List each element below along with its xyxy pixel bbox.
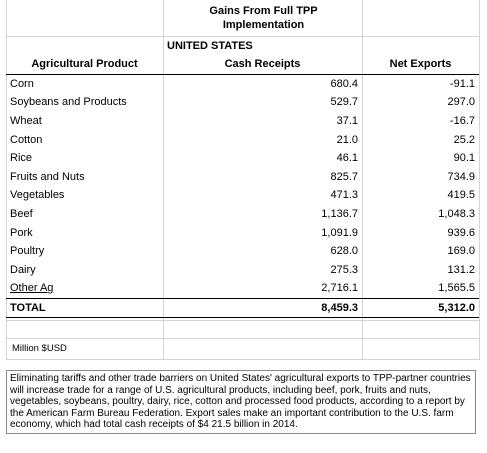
net-cell: 169.0 — [447, 245, 475, 258]
grid-line — [6, 320, 479, 321]
product-cell: Other Ag — [10, 282, 54, 295]
table-row: Vegetables 471.3 419.5 — [6, 186, 479, 205]
product-cell: Pork — [10, 226, 33, 239]
cash-cell: 37.1 — [336, 115, 358, 128]
grid-line — [163, 0, 164, 360]
table-row: Fruits and Nuts 825.7 734.9 — [6, 168, 479, 187]
header-row: Agricultural Product Cash Receipts Net E… — [6, 55, 479, 75]
column-header-cash: Cash Receipts — [163, 55, 362, 75]
grid-line — [6, 0, 7, 360]
region-label: UNITED STATES — [167, 40, 253, 52]
title-line-1: Gains From Full TPP — [209, 5, 318, 17]
net-cell: -16.7 — [449, 115, 475, 128]
table-row: Cotton 21.0 25.2 — [6, 130, 479, 149]
net-cell: 1,565.5 — [438, 282, 475, 295]
cash-cell: 628.0 — [330, 245, 358, 258]
product-cell: Cotton — [10, 133, 43, 146]
table-title: Gains From Full TPP Implementation — [162, 4, 365, 32]
cash-cell: 1,091.9 — [321, 226, 358, 239]
units-label: Million $USD — [12, 343, 67, 354]
net-cell: -91.1 — [449, 77, 475, 90]
table-row: Soybeans and Products 529.7 297.0 — [6, 93, 479, 112]
cash-cell: 471.3 — [330, 189, 358, 202]
grid-line — [6, 36, 479, 37]
table-row: Dairy 275.3 131.2 — [6, 261, 479, 280]
product-cell: Beef — [10, 208, 33, 221]
grid-line — [6, 359, 479, 360]
cash-cell: 21.0 — [336, 133, 358, 146]
product-cell: Vegetables — [10, 189, 65, 202]
net-cell: 734.9 — [447, 170, 475, 183]
cash-cell: 275.3 — [330, 263, 358, 276]
table-row: Wheat 37.1 -16.7 — [6, 112, 479, 131]
net-cell: 1,048.3 — [438, 208, 475, 221]
table-row: Beef 1,136.7 1,048.3 — [6, 205, 479, 224]
net-cell: 25.2 — [453, 133, 475, 146]
grid-line — [362, 0, 363, 360]
total-net: 5,312.0 — [362, 297, 479, 319]
grid-line — [479, 0, 480, 360]
product-cell: Fruits and Nuts — [10, 170, 85, 183]
column-header-net: Net Exports — [362, 55, 479, 75]
grid-line — [6, 338, 479, 339]
title-line-2: Implementation — [222, 19, 305, 31]
table-row: Rice 46.1 90.1 — [6, 149, 479, 168]
product-cell: Rice — [10, 152, 33, 165]
net-cell: 297.0 — [447, 96, 475, 109]
table-row: Corn 680.4 -91.1 — [6, 74, 479, 93]
table-row: Other Ag 2,716.1 1,565.5 — [6, 279, 479, 298]
product-cell: Soybeans and Products — [10, 96, 127, 109]
column-header-product: Agricultural Product — [6, 55, 163, 75]
net-cell: 419.5 — [447, 189, 475, 202]
cash-cell: 2,716.1 — [321, 282, 358, 295]
cash-cell: 825.7 — [330, 170, 358, 183]
total-row: TOTAL 8,459.3 5,312.0 — [6, 297, 479, 319]
product-cell: Dairy — [10, 263, 36, 276]
cash-cell: 46.1 — [336, 152, 358, 165]
cash-cell: 1,136.7 — [321, 208, 358, 221]
product-cell: Poultry — [10, 245, 45, 258]
net-cell: 939.6 — [447, 226, 475, 239]
description-note: Eliminating tariffs and other trade barr… — [6, 370, 476, 434]
product-cell: Wheat — [10, 115, 42, 128]
table-row: Pork 1,091.9 939.6 — [6, 223, 479, 242]
total-label: TOTAL — [6, 297, 163, 319]
net-cell: 90.1 — [453, 152, 475, 165]
cash-cell: 529.7 — [330, 96, 358, 109]
product-cell: Corn — [10, 77, 34, 90]
gains-table: Agricultural Product Cash Receipts Net E… — [6, 55, 479, 319]
table-row: Poultry 628.0 169.0 — [6, 242, 479, 261]
total-cash: 8,459.3 — [163, 297, 362, 319]
net-cell: 131.2 — [447, 263, 475, 276]
cash-cell: 680.4 — [330, 77, 358, 90]
